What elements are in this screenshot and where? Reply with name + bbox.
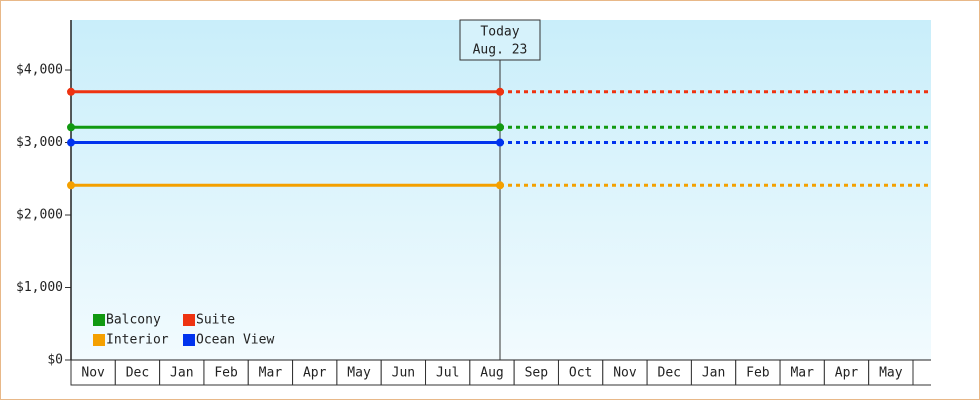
today-box <box>459 19 541 61</box>
x-tick-label: Jan <box>702 366 725 381</box>
month-box <box>557 359 604 386</box>
series-point <box>496 123 504 132</box>
x-tick-label: Dec <box>658 366 681 381</box>
month-box <box>779 359 825 386</box>
x-tick-label: Aug <box>480 366 503 381</box>
series-point <box>67 87 75 96</box>
x-tick-label: Jun <box>392 366 415 381</box>
x-tick-label: Mar <box>790 366 814 381</box>
series-point <box>496 181 504 190</box>
legend-swatch <box>183 334 195 346</box>
legend-swatch <box>183 314 195 326</box>
x-tick-label: Mar <box>259 366 283 381</box>
legend-label: Interior <box>106 333 169 348</box>
x-tick-label: Apr <box>835 366 859 381</box>
series-point <box>496 138 504 147</box>
series-point <box>67 181 75 190</box>
series-point <box>496 87 504 96</box>
x-tick-label: Feb <box>214 366 238 381</box>
month-box <box>646 359 692 386</box>
y-tick-label: $1,000 <box>16 280 63 295</box>
x-tick-label: May <box>347 366 371 381</box>
x-tick-label: Dec <box>126 366 149 381</box>
y-tick-label: $2,000 <box>16 208 63 223</box>
month-box <box>690 359 737 386</box>
y-tick-label: $3,000 <box>16 135 63 150</box>
month-box <box>380 359 427 386</box>
month-box <box>868 359 914 386</box>
legend-label: Balcony <box>106 313 161 328</box>
plot-area <box>71 20 931 360</box>
y-tick-label: $4,000 <box>16 63 63 78</box>
series-point <box>67 123 75 132</box>
x-tick-label: Jul <box>436 366 459 381</box>
y-tick-label: $0 <box>47 353 63 368</box>
x-tick-label: Nov <box>613 366 637 381</box>
month-box <box>823 359 870 386</box>
series-point <box>67 138 75 147</box>
x-tick-label: Jan <box>170 366 193 381</box>
x-tick-label: Apr <box>303 366 327 381</box>
x-tick-label: Feb <box>746 366 770 381</box>
legend-label: Suite <box>196 313 235 328</box>
x-tick-label: May <box>879 366 903 381</box>
x-tick-label: Sep <box>525 366 549 381</box>
legend-label: Ocean View <box>196 333 274 348</box>
x-tick-label: Nov <box>81 366 105 381</box>
x-tick-label: Oct <box>569 366 592 381</box>
legend-swatch <box>93 334 105 346</box>
today-title: Today <box>480 25 519 40</box>
legend-swatch <box>93 314 105 326</box>
today-date: Aug. 23 <box>473 43 528 58</box>
